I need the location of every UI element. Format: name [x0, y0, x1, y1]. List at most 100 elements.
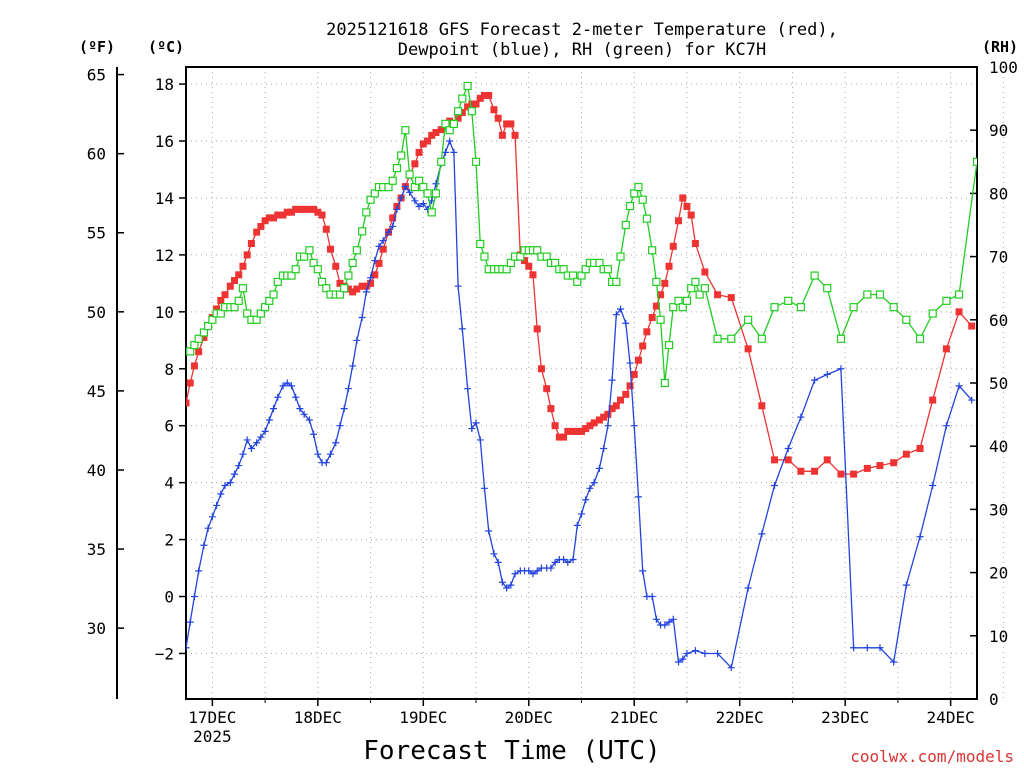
- rh-point: [678, 303, 687, 312]
- dewpoint-point: [305, 416, 313, 424]
- temperature-point: [458, 109, 466, 117]
- rh-point: [642, 214, 651, 223]
- temperature-point: [318, 211, 326, 219]
- temperature-point: [665, 262, 673, 270]
- temperature-point: [727, 294, 735, 302]
- temperature-point: [560, 433, 568, 441]
- temperature-point: [683, 202, 691, 210]
- temperature-point: [582, 425, 590, 433]
- dewpoint-point: [691, 647, 699, 655]
- dewpoint-point: [389, 222, 397, 230]
- x-tick-sublabel: 2025: [193, 727, 232, 746]
- temperature-point: [432, 128, 440, 136]
- temperature-point: [529, 271, 537, 279]
- temperature-point: [507, 120, 515, 128]
- dewpoint-point: [564, 558, 572, 566]
- fahrenheit-tick-label: 55: [87, 224, 106, 243]
- rh-point: [322, 284, 331, 293]
- temperature-point: [955, 308, 963, 316]
- temperature-point: [326, 245, 334, 253]
- temperature-point: [468, 100, 476, 108]
- dewpoint-point: [714, 649, 722, 657]
- dewpoint-point: [472, 419, 480, 427]
- rh-point: [621, 220, 630, 230]
- dewpoint-point: [358, 314, 366, 322]
- rh-point: [463, 81, 472, 91]
- dewpoint-point: [578, 510, 585, 518]
- dewpoint-point: [332, 439, 340, 447]
- rh-point: [695, 290, 704, 299]
- dewpoint-point: [837, 365, 845, 373]
- temperature-point: [608, 405, 616, 413]
- dewpoint-point: [863, 644, 871, 652]
- rh-point: [902, 315, 911, 324]
- temperature-point: [446, 117, 454, 125]
- rh-point: [660, 378, 669, 388]
- temperature-point: [221, 291, 229, 299]
- dewpoint-point: [353, 336, 361, 344]
- temperature-point: [428, 131, 436, 139]
- dewpoint-point: [476, 436, 484, 444]
- dewpoint-point: [349, 362, 357, 370]
- dewpoint-point: [622, 319, 630, 327]
- x-tick-label: 23DEC: [821, 708, 869, 727]
- temperature-point: [253, 228, 261, 236]
- rh-point: [261, 303, 270, 312]
- rh-point: [638, 195, 647, 204]
- temperature-point: [454, 114, 462, 122]
- temperature-point: [235, 271, 243, 279]
- celsius-axis: 18 16 14 12 10 8 6 4 2 0 −2: [155, 75, 186, 663]
- dewpoint-point: [261, 427, 269, 435]
- rh-point: [573, 277, 582, 286]
- temperature-point: [622, 390, 630, 398]
- dewpoint-point: [551, 558, 559, 566]
- temperature-point: [687, 211, 695, 219]
- temperature-point: [657, 291, 665, 299]
- temperature-point: [411, 160, 419, 168]
- x-tick-label: 19DEC: [399, 708, 447, 727]
- temperature-point: [336, 279, 344, 287]
- rh-point: [863, 290, 872, 299]
- rh-point: [410, 182, 419, 192]
- rh-point: [441, 119, 450, 128]
- dewpoint-point: [265, 416, 273, 424]
- rh-point: [744, 315, 753, 324]
- rh-point: [256, 309, 265, 318]
- rh-point: [533, 246, 542, 255]
- dewpoint-point: [322, 459, 330, 467]
- rh-point: [648, 246, 657, 255]
- temperature-point: [652, 302, 660, 310]
- rh-point: [784, 296, 793, 305]
- temperature-point: [322, 225, 330, 233]
- temperature-point: [902, 450, 910, 458]
- rh-point: [682, 296, 692, 305]
- dewpoint-point: [634, 493, 642, 501]
- dewpoint-point: [340, 405, 348, 413]
- dewpoint-point: [968, 396, 976, 404]
- dewpoint-point: [648, 593, 656, 601]
- rh-point: [317, 277, 327, 286]
- dewpoint-point: [401, 183, 409, 191]
- dewpoint-point: [195, 567, 203, 575]
- rh-point: [581, 265, 590, 274]
- temperature-point: [283, 208, 291, 216]
- temperature-point: [375, 259, 383, 267]
- dewpoint-point: [494, 558, 502, 566]
- dewpoint-point: [239, 450, 247, 458]
- rh-tick-label: 40: [989, 437, 1008, 456]
- dewpoint-point: [902, 581, 910, 589]
- temperature-point: [353, 285, 361, 293]
- temperature-point: [231, 277, 239, 285]
- temperature-point: [305, 205, 313, 213]
- rh-point: [713, 334, 722, 343]
- dewpoint-point: [626, 359, 634, 367]
- dewpoint-point: [454, 282, 462, 290]
- celsius-tick-label: 18: [155, 75, 174, 94]
- temperature-point: [415, 148, 423, 156]
- dewpoint-point: [547, 564, 555, 572]
- temperature-point: [296, 205, 304, 213]
- temperature-point: [942, 345, 950, 353]
- rh-point: [291, 265, 300, 274]
